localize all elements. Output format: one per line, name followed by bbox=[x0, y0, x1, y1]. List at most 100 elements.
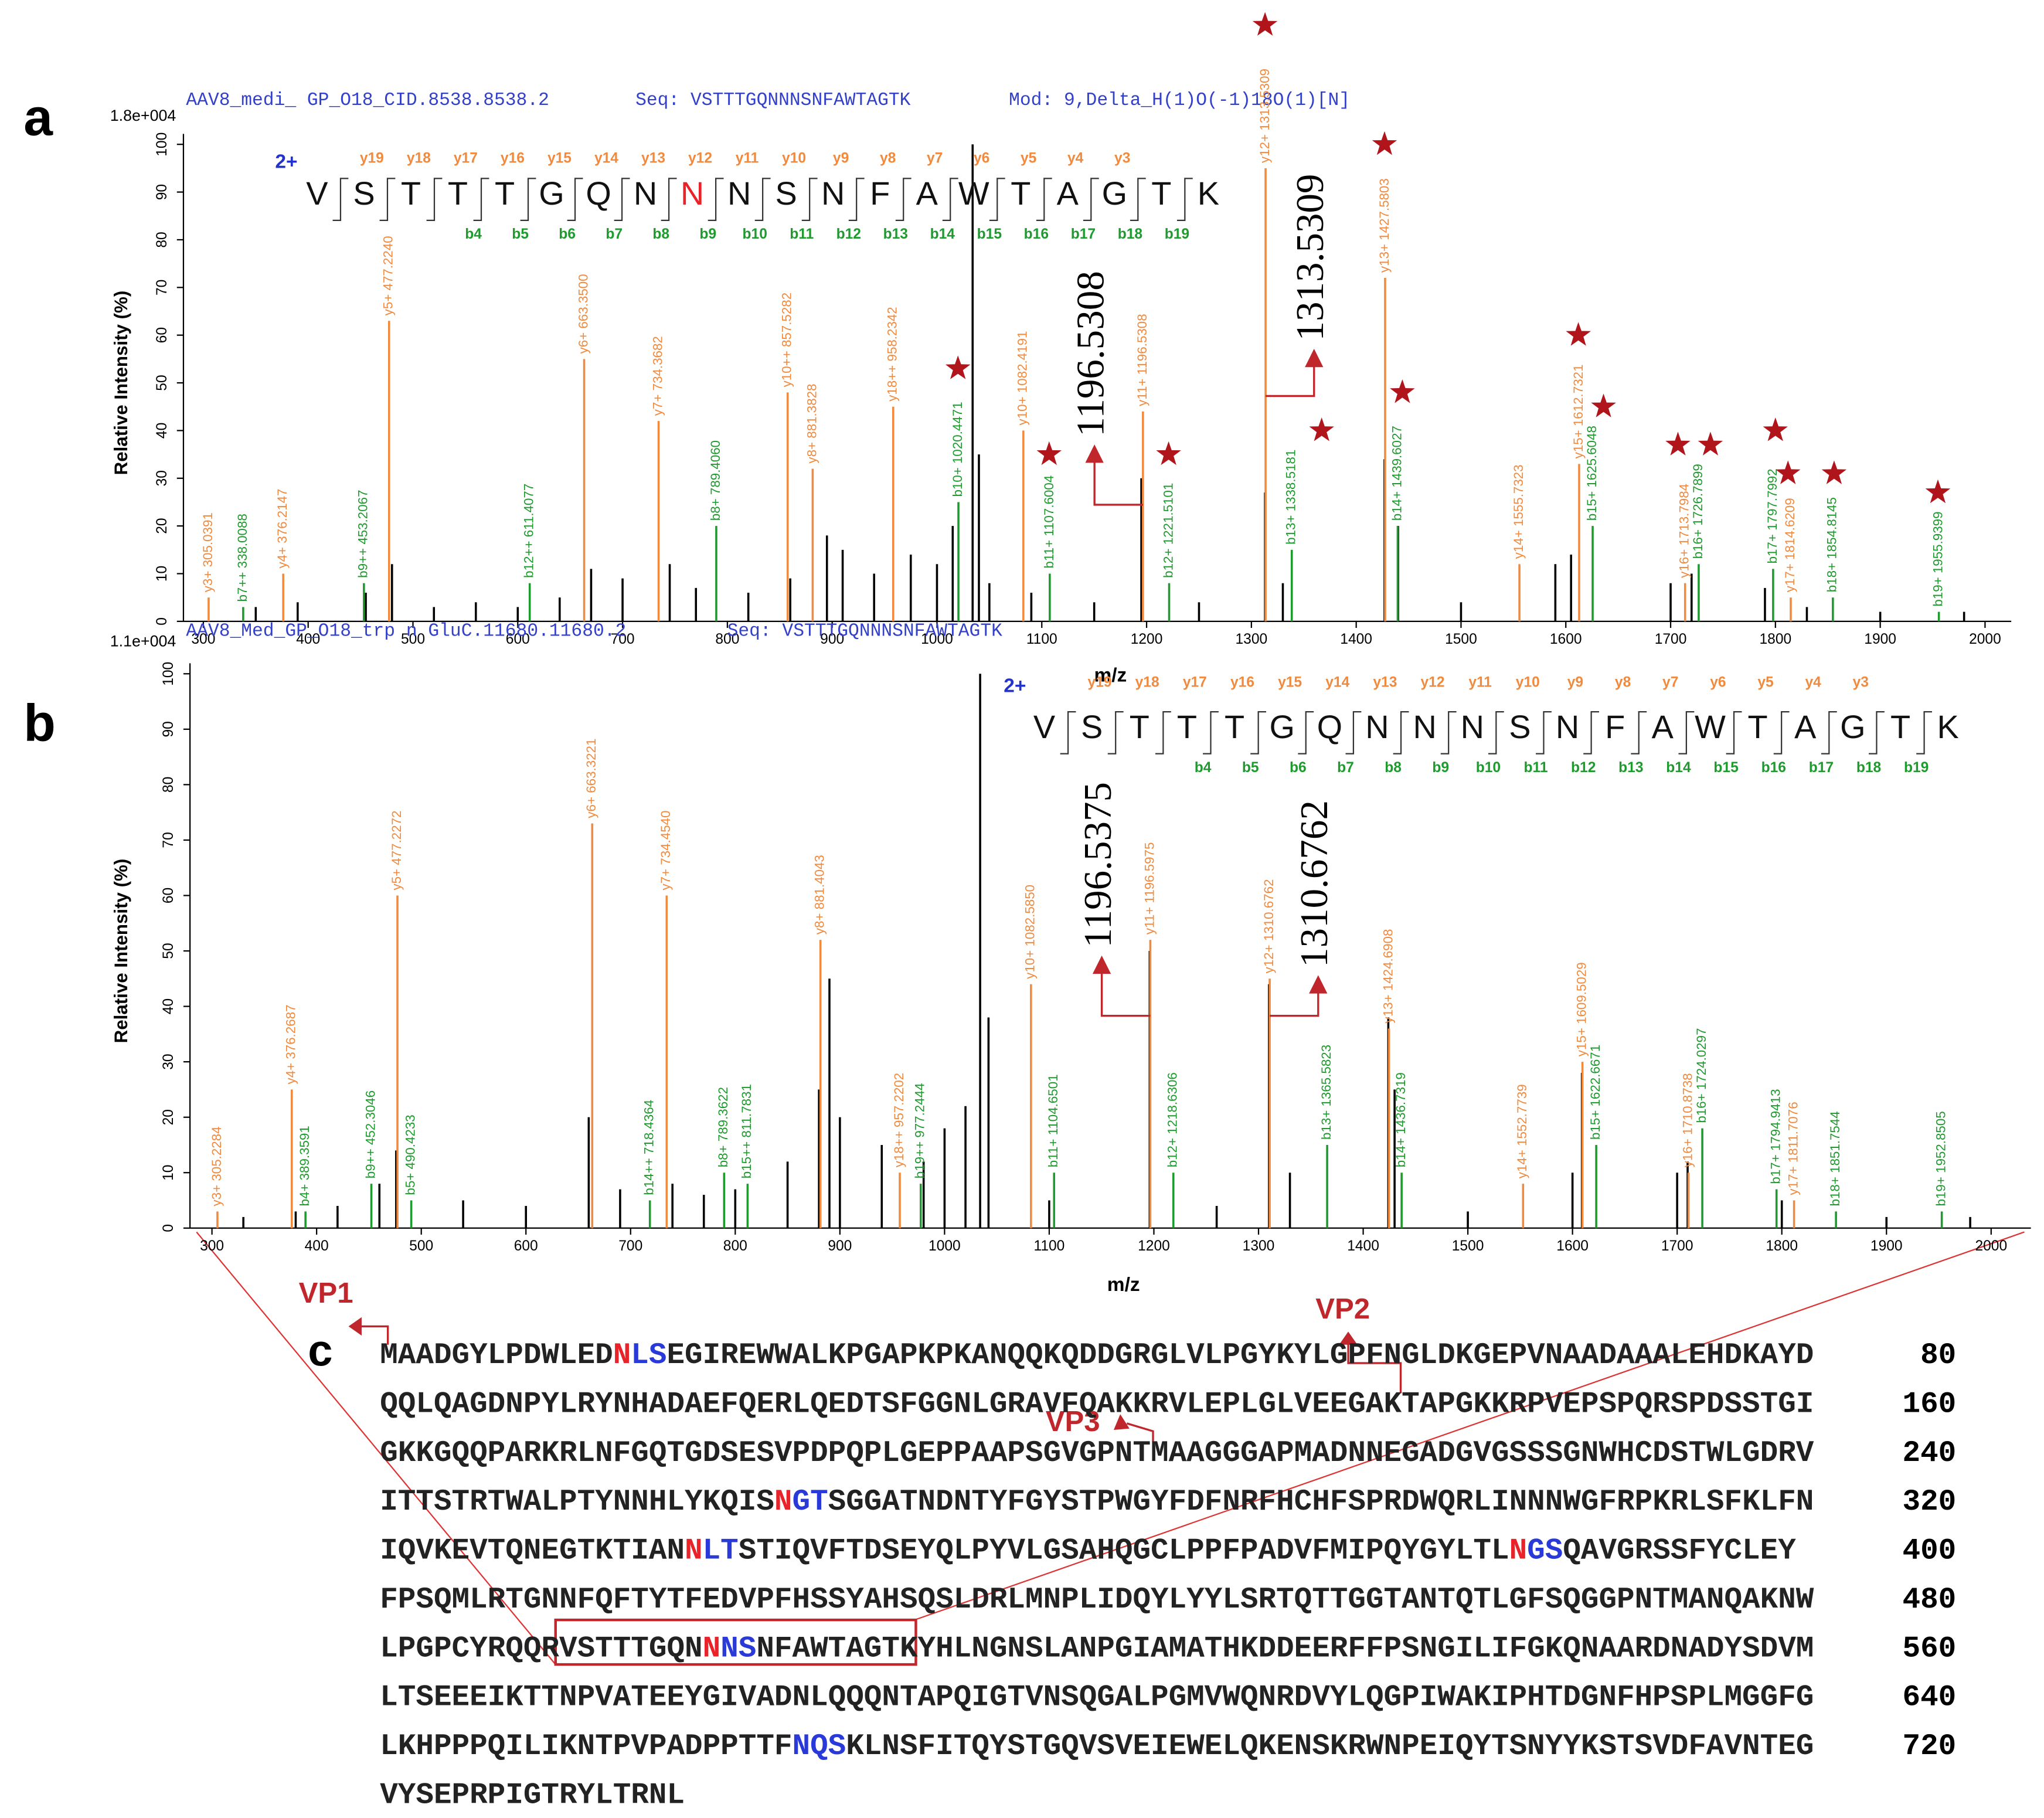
fragment-mark bbox=[520, 178, 536, 221]
x-tick-label: 1200 bbox=[1138, 1238, 1170, 1254]
shift-label: 1313.5309 bbox=[1288, 174, 1332, 341]
peak-label: y18++ 957.2202 bbox=[892, 1073, 906, 1168]
fragment-mark bbox=[754, 178, 771, 221]
y-ion: y15 bbox=[547, 151, 572, 166]
y-ion: y6 bbox=[974, 151, 989, 166]
peak-label: b13+ 1365.5823 bbox=[1319, 1045, 1334, 1140]
fragment-mark bbox=[1130, 178, 1146, 221]
y-ion: y17 bbox=[1183, 675, 1207, 691]
shift-arrow bbox=[1093, 460, 1143, 506]
fragment-mark bbox=[1916, 711, 1932, 755]
y-ion: y15 bbox=[1278, 675, 1302, 691]
sequence-segment: GKKGQQPARKRLNFGQTGDSESVPDPQPLGEPPAAPSGVG… bbox=[380, 1437, 1814, 1470]
sequence-row: FPSQMLRTGNNFQFTYTFEDVPFHSSYAHSQSLDRLMNPL… bbox=[380, 1583, 1814, 1617]
b-ion: b14 bbox=[930, 226, 955, 242]
shift-arrow bbox=[1266, 364, 1315, 397]
charge: 2+ bbox=[275, 151, 297, 172]
y-ion: y8 bbox=[880, 151, 896, 166]
y-ion: y16 bbox=[1230, 675, 1254, 691]
b-ion: b17 bbox=[1071, 226, 1096, 242]
x-tick-label: 1800 bbox=[1759, 631, 1791, 647]
star bbox=[1390, 379, 1415, 403]
sequence-segment: VYSEPRPIGTRYLTRNL bbox=[380, 1779, 685, 1812]
sequence: MAADGYLPDWLEDNLSEGIREWWALKPGAPKPKANQQKQD… bbox=[380, 1339, 1956, 1812]
b-ion: b15 bbox=[977, 226, 1002, 242]
fragment-mark bbox=[1631, 711, 1647, 755]
peak-label: b8+ 789.4060 bbox=[708, 440, 723, 521]
residue: T bbox=[401, 175, 421, 212]
fragment-mark bbox=[426, 178, 443, 221]
y-ion: y13 bbox=[1373, 675, 1397, 691]
peak-label: b14++ 718.4364 bbox=[642, 1100, 657, 1195]
b-ion: b10 bbox=[1476, 760, 1501, 776]
y-ion: y4 bbox=[1067, 151, 1084, 166]
fragment-mark bbox=[614, 178, 630, 221]
peptide-box bbox=[554, 1618, 917, 1666]
x-tick-label: 1400 bbox=[1347, 1238, 1379, 1254]
peak-label: y8+ 881.4043 bbox=[812, 855, 827, 935]
peak-label: y12+ 1310.6762 bbox=[1261, 879, 1276, 973]
star bbox=[1665, 431, 1691, 456]
sequence-segment: N bbox=[703, 1632, 721, 1666]
b-ion: b5 bbox=[512, 226, 529, 242]
shift-arrowhead bbox=[1085, 444, 1104, 463]
peak-label: b17+ 1794.9413 bbox=[1768, 1089, 1783, 1184]
star bbox=[1372, 131, 1397, 155]
b-ion: b18 bbox=[1856, 760, 1881, 776]
peak-label: y7+ 734.4540 bbox=[658, 810, 673, 890]
fragment-mark bbox=[1250, 711, 1267, 755]
residue: N bbox=[1556, 708, 1579, 745]
charge: 2+ bbox=[1004, 675, 1026, 697]
sequence-segment: ITTSTRTWALPTYNNHLYKQIS bbox=[380, 1486, 774, 1519]
row-number: 560 bbox=[1903, 1632, 1957, 1666]
x-tick-label: 1900 bbox=[1870, 1238, 1903, 1254]
sequence-segment: FPSQMLRTGNNFQFTYTFEDVPFHSSYAHSQSLDRLMNPL… bbox=[380, 1583, 1814, 1617]
sequence-segment: LKHPPPQILIKNTPVPADPPTTF bbox=[380, 1730, 792, 1763]
peak-label: b12+ 1218.6306 bbox=[1165, 1072, 1180, 1167]
row-number: 400 bbox=[1903, 1535, 1957, 1568]
residue: N bbox=[727, 175, 751, 212]
sequence-row: GKKGQQPARKRLNFGQTGDSESVPDPQPLGEPPAAPSGVG… bbox=[380, 1437, 1814, 1470]
vp-arrow bbox=[1126, 1422, 1154, 1442]
spectrum-header: Mod: 9,Delta_H(1)O(-1)18O(1)[N] bbox=[1009, 90, 1350, 111]
y-ion: y10 bbox=[782, 151, 806, 166]
peak-label: y13+ 1424.6908 bbox=[1381, 929, 1396, 1024]
x-tick-label: 1800 bbox=[1766, 1238, 1798, 1254]
y-tick-label: 60 bbox=[161, 888, 176, 903]
shift-arrow bbox=[1270, 991, 1319, 1017]
star bbox=[1036, 441, 1062, 465]
residue: N bbox=[681, 175, 704, 212]
x-tick-label: 600 bbox=[506, 631, 530, 647]
zoom-line bbox=[196, 1231, 556, 1665]
fragment-mark bbox=[942, 178, 958, 221]
peak-label: b19+ 1955.9399 bbox=[1931, 511, 1946, 606]
x-tick-label: 1000 bbox=[921, 631, 953, 647]
peak-label: b15+ 1625.6048 bbox=[1584, 426, 1599, 521]
fragment-mark bbox=[1726, 711, 1742, 755]
y-ion: y5 bbox=[1757, 675, 1773, 691]
peak-label: y6+ 663.3500 bbox=[576, 274, 590, 354]
vp-arrowhead bbox=[1113, 1414, 1130, 1430]
x-tick-label: 1100 bbox=[1034, 1238, 1065, 1254]
y-tick-label: 70 bbox=[154, 280, 170, 295]
residue: T bbox=[1177, 708, 1197, 745]
row-number: 240 bbox=[1903, 1437, 1957, 1470]
star bbox=[1698, 431, 1723, 456]
shift-label: 1310.6762 bbox=[1292, 800, 1336, 967]
shift-arrowhead bbox=[1305, 348, 1324, 368]
residue: V bbox=[1033, 708, 1056, 745]
peak-label: y11+ 1196.5308 bbox=[1135, 314, 1149, 406]
b-ion: b12 bbox=[1571, 760, 1596, 776]
residue: W bbox=[958, 175, 989, 212]
peak-label: b14+ 1436.7319 bbox=[1393, 1072, 1408, 1167]
b-ion: b10 bbox=[743, 226, 767, 242]
y-ion: y11 bbox=[736, 151, 759, 166]
residue: N bbox=[634, 175, 657, 212]
peak-label: y8+ 881.3828 bbox=[804, 383, 819, 463]
x-tick-label: 1600 bbox=[1550, 631, 1582, 647]
peak-label: y14+ 1552.7739 bbox=[1515, 1084, 1529, 1178]
shift-arrow bbox=[1100, 971, 1151, 1017]
peak-label: y15+ 1612.7321 bbox=[1571, 365, 1586, 459]
peak-label: y16+ 1710.8738 bbox=[1680, 1073, 1695, 1167]
